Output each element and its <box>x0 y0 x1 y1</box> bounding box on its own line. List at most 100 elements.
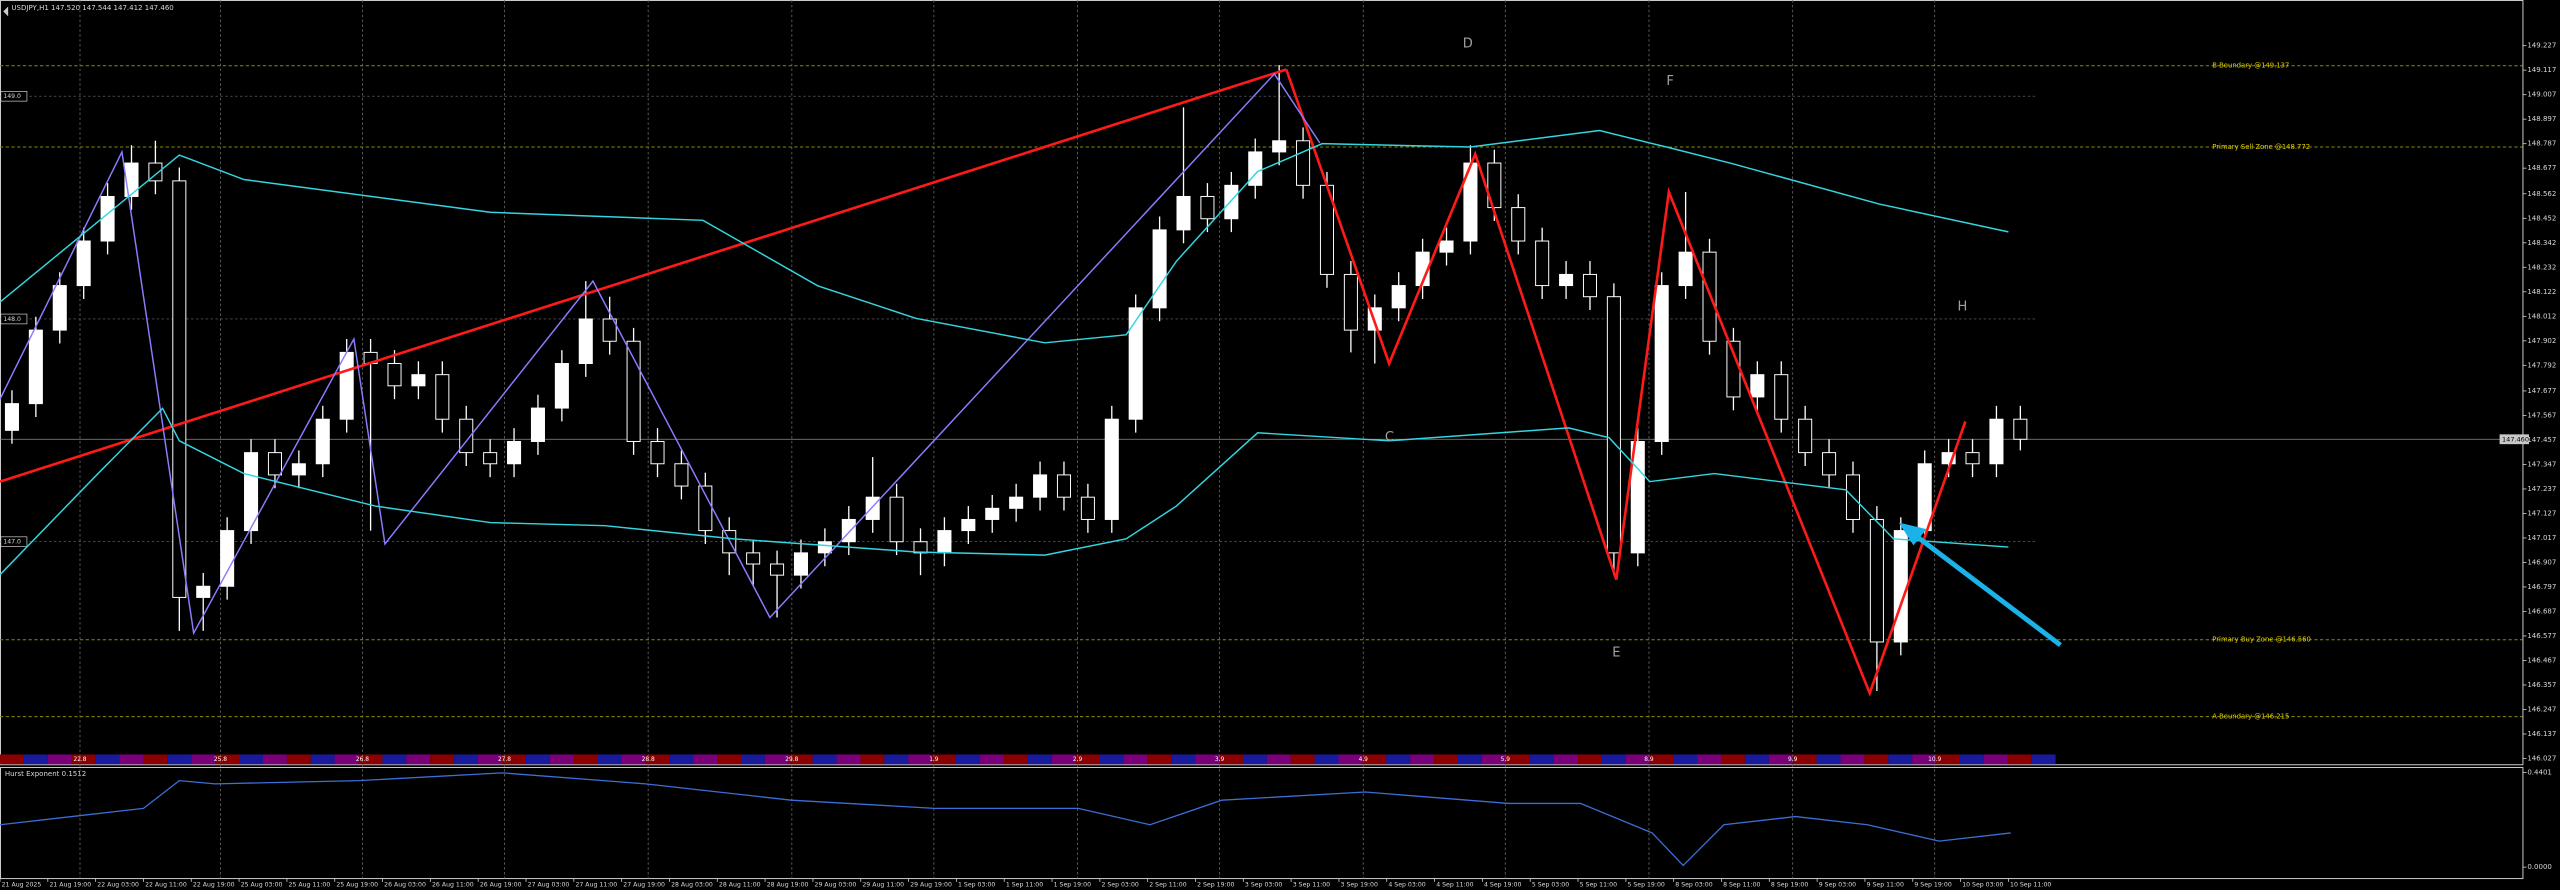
candle-body <box>913 541 928 554</box>
session-strip <box>956 754 980 765</box>
y-tick-label: 146.687 <box>2527 606 2556 615</box>
indicator-line <box>0 772 2011 867</box>
session-strip <box>1577 754 1602 765</box>
candle-body <box>937 530 952 554</box>
session-strip <box>47 754 72 765</box>
candle-body <box>315 418 330 465</box>
session-strip <box>1338 754 1363 765</box>
candle-body <box>1009 496 1024 509</box>
arrow-shaft <box>1911 532 2062 648</box>
session-strip <box>286 754 311 765</box>
day-marker: 10.9 <box>1928 757 1941 763</box>
candle-body <box>1965 452 1980 465</box>
session-strip <box>1147 754 1172 765</box>
level-label: B Boundary @149.137 <box>2212 62 2289 70</box>
session-strip <box>1075 754 1100 765</box>
x-tick-label: 21 Aug 19:00 <box>49 881 91 888</box>
session-strip <box>1266 754 1291 765</box>
session-strip <box>1290 754 1315 765</box>
session-strip <box>1864 754 1889 765</box>
session-strip <box>669 754 694 765</box>
session-strip <box>693 754 718 765</box>
day-marker: 28.8 <box>642 757 655 763</box>
session-strip <box>1171 754 1196 765</box>
candle-body <box>1678 251 1693 287</box>
session-strip <box>740 754 765 765</box>
x-tick-label: 5 Sep 19:00 <box>1627 881 1664 888</box>
y-tick-label: 147.567 <box>2527 410 2556 419</box>
session-strip <box>1386 754 1411 765</box>
y-tick-label: 147.457 <box>2527 435 2556 444</box>
x-tick-label: 26 Aug 11:00 <box>432 881 474 888</box>
candle-body <box>1248 151 1263 186</box>
candle-body <box>1272 140 1287 153</box>
x-tick-label: 27 Aug 03:00 <box>528 881 570 888</box>
session-strip <box>1744 754 1769 765</box>
x-tick-label: 8 Sep 03:00 <box>1675 881 1712 888</box>
day-marker: 9.9 <box>1788 757 1798 763</box>
session-strip <box>645 754 670 765</box>
session-strip <box>1936 754 1960 765</box>
day-marker: 27.8 <box>498 757 511 763</box>
price-tag-label: 149.0 <box>3 93 21 100</box>
indicator-title: Hurst Exponent 0.1512 <box>5 769 86 778</box>
price-tag-label: 147.0 <box>3 539 21 546</box>
overlay-line <box>0 407 2009 576</box>
x-tick-label: 29 Aug 11:00 <box>862 881 904 888</box>
candle-body <box>1893 530 1908 643</box>
y-tick-label: 148.562 <box>2527 189 2556 198</box>
candle-body <box>1224 184 1239 220</box>
candle-body <box>28 329 43 405</box>
candle-body <box>1582 273 1598 298</box>
candle-body <box>578 318 593 365</box>
price-tag-box <box>0 91 28 102</box>
candle-body <box>1200 195 1215 220</box>
x-tick-label: 4 Sep 19:00 <box>1484 881 1521 888</box>
x-tick-label: 1 Sep 11:00 <box>1006 881 1043 888</box>
session-strip <box>358 754 383 765</box>
x-tick-label: 21 Aug 2025 <box>2 881 42 888</box>
y-tick-label: 147.017 <box>2527 533 2556 542</box>
candle-body <box>1630 441 1645 554</box>
session-strip <box>1505 754 1530 765</box>
session-strip <box>884 754 909 765</box>
session-strip <box>525 754 550 765</box>
candle-body <box>1774 374 1789 420</box>
y-tick-label: 148.232 <box>2527 262 2556 271</box>
session-strip <box>0 754 24 765</box>
session-strip <box>215 754 240 765</box>
level-label: Primary Buy Zone @146.560 <box>2212 636 2311 644</box>
y-tick-label: 146.357 <box>2527 680 2556 689</box>
level-label: Primary Sell Zone @148.772 <box>2212 143 2310 151</box>
session-strip <box>191 754 216 765</box>
candle-body <box>291 463 306 476</box>
session-strip <box>1051 754 1076 765</box>
current-price-label: 147.460 <box>2502 435 2529 443</box>
session-strip <box>119 754 144 765</box>
day-marker: 1.9 <box>929 757 939 763</box>
x-tick-label: 10 Sep 03:00 <box>1962 881 2003 888</box>
day-marker: 5.9 <box>1501 757 1511 763</box>
session-strip <box>1410 754 1435 765</box>
session-strip <box>1529 754 1554 765</box>
candle-body <box>1798 418 1813 454</box>
y-tick-label: 146.247 <box>2527 704 2556 713</box>
candle-body <box>100 195 115 242</box>
session-strip <box>1697 754 1721 765</box>
x-tick-label: 8 Sep 19:00 <box>1771 881 1808 888</box>
session-strip <box>1983 754 2008 765</box>
y-tick-label: 146.577 <box>2527 631 2556 640</box>
price-tag-label: 148.0 <box>3 316 21 323</box>
session-strip <box>597 754 622 765</box>
arrow <box>1898 522 2062 648</box>
session-strip <box>406 754 431 765</box>
session-strip <box>1959 754 1984 765</box>
candle-body <box>1391 285 1406 309</box>
session-strip <box>573 754 598 765</box>
x-tick-label: 3 Sep 19:00 <box>1341 881 1378 888</box>
candle-body <box>1439 240 1454 253</box>
x-tick-label: 28 Aug 03:00 <box>671 881 713 888</box>
candle-body <box>985 507 1000 520</box>
